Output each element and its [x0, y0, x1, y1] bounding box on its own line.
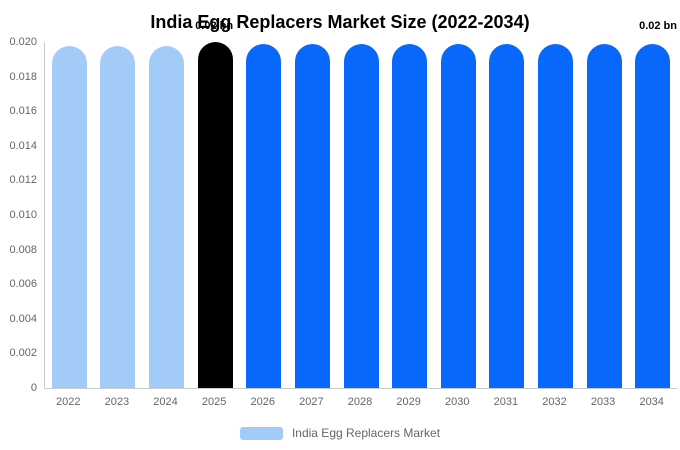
bar-2030[interactable]	[440, 43, 476, 388]
bar-2022[interactable]	[51, 45, 87, 388]
x-tick-2028: 2028	[347, 396, 373, 408]
x-tick-2029: 2029	[396, 396, 421, 408]
y-tick-0.006: 0.006	[9, 278, 37, 291]
y-tick-0.002: 0.002	[9, 347, 37, 360]
bar-2027[interactable]	[294, 43, 330, 388]
x-tick-2027: 2027	[299, 396, 324, 408]
bar-2025[interactable]	[197, 42, 233, 388]
y-tick-0.014: 0.014	[9, 139, 37, 152]
legend-label: India Egg Replacers Market	[291, 426, 441, 440]
y-tick-0: 0	[30, 382, 37, 394]
x-tick-2023: 2023	[104, 396, 130, 408]
base-year-annotation: 0.02 bn	[195, 20, 234, 32]
x-tick-2032: 2032	[542, 396, 567, 408]
y-tick-0.004: 0.004	[9, 312, 37, 325]
x-tick-2033: 2033	[590, 396, 616, 408]
bar-2028[interactable]	[343, 43, 379, 388]
x-tick-2022: 2022	[56, 396, 81, 408]
x-tick-2031: 2031	[493, 396, 519, 408]
x-tick-2034: 2034	[639, 396, 664, 408]
legend-item[interactable]: India Egg Replacers Market	[0, 426, 680, 440]
bar-2031[interactable]	[489, 43, 525, 388]
y-tick-0.010: 0.010	[9, 209, 37, 221]
forecast-annotation: 0.02 bn	[639, 20, 677, 32]
bar-2032[interactable]	[537, 43, 573, 388]
bar-2023[interactable]	[100, 45, 136, 388]
y-tick-0.008: 0.008	[9, 243, 37, 256]
x-tick-2026: 2026	[250, 396, 276, 408]
bar-2029[interactable]	[392, 43, 428, 388]
y-tick-0.018: 0.018	[9, 70, 37, 83]
x-tick-2025: 2025	[201, 396, 227, 408]
bar-2034[interactable]	[635, 43, 671, 388]
x-tick-2030: 2030	[444, 396, 470, 408]
bar-2026[interactable]	[246, 43, 282, 388]
y-tick-0.016: 0.016	[9, 105, 37, 118]
chart-title: India Egg Replacers Market Size (2022-20…	[150, 12, 530, 32]
plot-area	[44, 42, 677, 389]
bar-2024[interactable]	[149, 45, 185, 388]
x-tick-2024: 2024	[153, 396, 178, 408]
y-tick-0.012: 0.012	[9, 174, 37, 187]
bar-2033[interactable]	[586, 43, 622, 388]
y-tick-0.020: 0.020	[9, 36, 37, 48]
legend-swatch	[239, 426, 283, 440]
